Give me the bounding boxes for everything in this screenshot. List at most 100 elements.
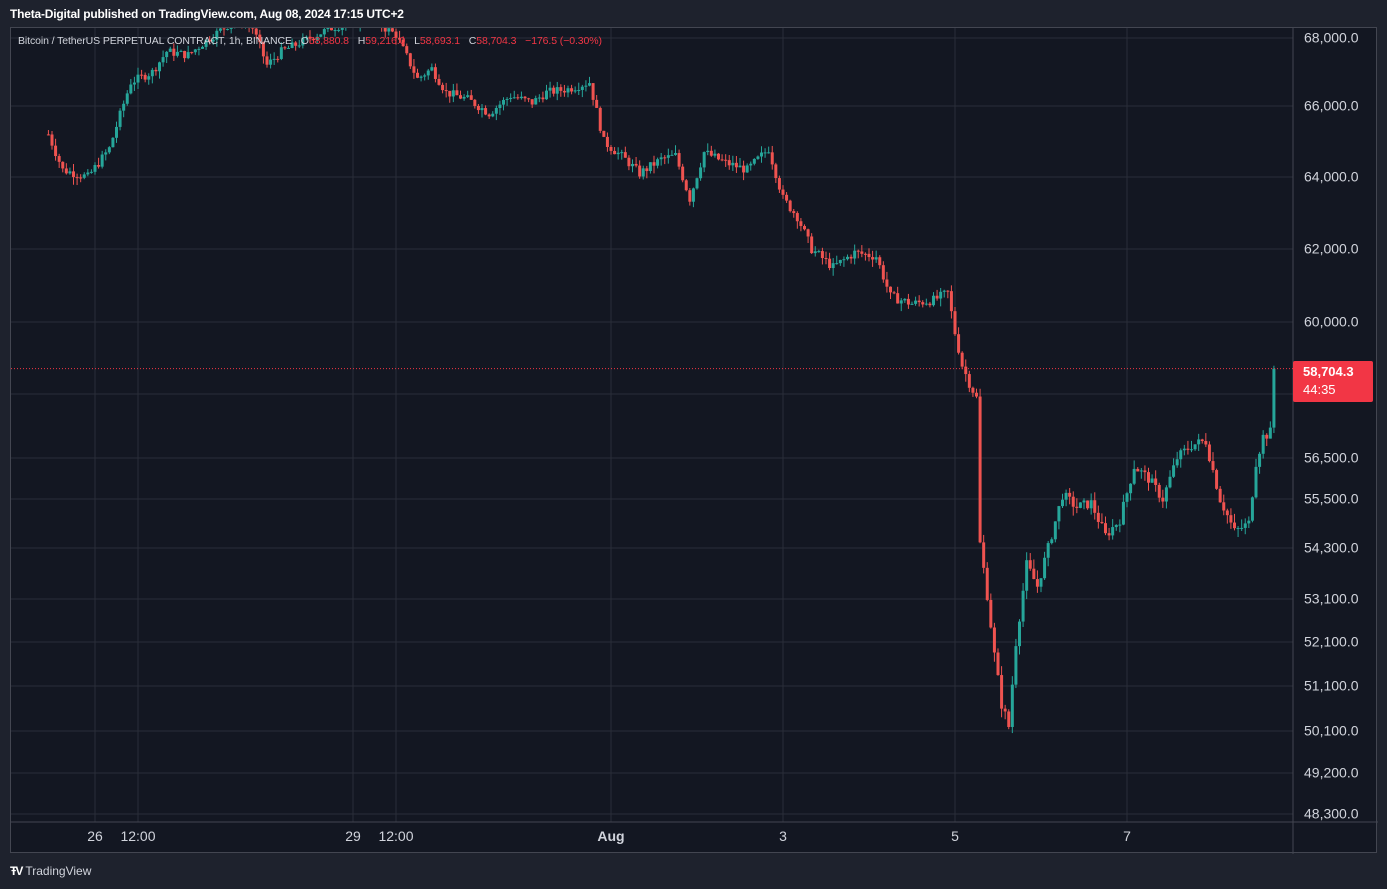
- candle-body: [480, 108, 484, 111]
- candle-body: [491, 113, 495, 117]
- candle-body: [742, 165, 746, 173]
- bar-countdown: 44:35: [1303, 382, 1336, 397]
- candle-body: [272, 58, 276, 60]
- candle-body: [835, 263, 839, 265]
- candle-body: [1021, 590, 1025, 622]
- candle-body: [749, 163, 753, 166]
- candle-body: [1139, 470, 1143, 472]
- candle-body: [423, 75, 427, 77]
- candle-body: [545, 90, 548, 100]
- candle-body: [448, 90, 452, 97]
- candle-body: [1125, 493, 1129, 502]
- candle-body: [1254, 466, 1258, 498]
- candle-body: [294, 42, 298, 46]
- candle-body: [1075, 506, 1079, 508]
- candle-body: [1086, 500, 1090, 509]
- candle-body: [258, 34, 262, 43]
- y-tick-label: 48,300.0: [1304, 806, 1359, 822]
- candle-body: [416, 72, 419, 78]
- candle-body: [383, 28, 387, 32]
- candle-body: [953, 311, 957, 335]
- last-price-tag: 58,704.3 44:35: [1293, 361, 1373, 402]
- candle-body: [1071, 496, 1075, 507]
- candle-body: [562, 90, 566, 93]
- candle-body: [208, 39, 212, 42]
- candle-body: [788, 200, 792, 212]
- candle-body: [122, 103, 126, 111]
- y-tick-label: 49,200.0: [1304, 765, 1359, 781]
- candle-body: [1035, 579, 1039, 587]
- candle-body: [1204, 441, 1208, 445]
- candle-body: [1154, 478, 1158, 485]
- candle-body: [652, 162, 656, 166]
- candle-body: [745, 165, 749, 173]
- candle-body: [433, 67, 437, 79]
- x-tick-label: 7: [1123, 828, 1131, 844]
- tradingview-brand[interactable]: ŦV TradingView: [10, 864, 91, 878]
- candle-body: [1250, 497, 1254, 521]
- candle-body: [756, 156, 760, 159]
- candle-body: [566, 88, 570, 93]
- legend-open-value: 58,880.8: [308, 35, 349, 47]
- candle-body: [942, 290, 946, 292]
- candle-body: [261, 42, 265, 57]
- candle-body: [1000, 675, 1004, 709]
- candle-body: [476, 105, 480, 111]
- candle-body: [659, 157, 663, 160]
- candle-body: [889, 286, 892, 293]
- candle-body: [914, 300, 918, 304]
- candle-body: [613, 150, 617, 155]
- candle-body: [1032, 568, 1036, 580]
- candle-body: [645, 168, 649, 172]
- candle-body: [691, 188, 695, 202]
- candle-body: [1107, 533, 1111, 536]
- candle-body: [688, 190, 692, 202]
- legend-open-label: O: [300, 35, 309, 47]
- candle-body: [1261, 434, 1265, 454]
- candle-body: [878, 257, 882, 266]
- candle-body: [57, 156, 61, 162]
- candle-body: [713, 153, 717, 156]
- legend-symbol[interactable]: Bitcoin / TetherUS PERPETUAL CONTRACT, 1…: [18, 35, 292, 47]
- candle-body: [627, 157, 631, 167]
- candle-body: [287, 47, 290, 49]
- candle-body: [674, 153, 677, 155]
- candle-body: [509, 97, 513, 99]
- footer-bar: ŦV TradingView: [0, 853, 1387, 889]
- candle-body: [1186, 448, 1190, 450]
- candle-body: [79, 177, 83, 179]
- candle-body: [989, 599, 993, 628]
- candle-body: [838, 259, 842, 264]
- candle-body: [584, 85, 588, 87]
- candle-body: [731, 162, 735, 166]
- candle-body: [799, 221, 803, 227]
- candle-body: [1028, 560, 1032, 569]
- candle-body: [215, 30, 219, 40]
- x-tick-label: Aug: [597, 828, 624, 844]
- chart-pane[interactable]: 68,000.0 66,000.0 64,000.0 62,000.0 60,000.0…: [10, 27, 1378, 854]
- candle-body: [548, 87, 552, 91]
- candle-body: [412, 66, 416, 73]
- candle-body: [537, 97, 541, 99]
- candle-body: [158, 62, 161, 72]
- candle-body: [283, 47, 287, 49]
- candle-body: [473, 99, 477, 106]
- candle-body: [82, 174, 86, 178]
- brand-name: TradingView: [25, 864, 92, 878]
- candle-body: [186, 52, 190, 59]
- candle-body: [684, 180, 688, 191]
- candle-body: [104, 152, 108, 155]
- y-tick-label: 53,100.0: [1304, 591, 1359, 607]
- candle-body: [881, 265, 885, 280]
- candlestick-chart[interactable]: 68,000.0 66,000.0 64,000.0 62,000.0 60,000.0…: [11, 28, 1378, 854]
- legend-high-value: 59,216.0: [365, 35, 406, 47]
- candle-body: [623, 152, 627, 158]
- candle-body: [781, 189, 785, 195]
- candle-body: [530, 99, 534, 105]
- candle-body: [681, 166, 685, 181]
- candle-body: [269, 59, 273, 65]
- candle-body: [896, 293, 900, 304]
- candle-body: [315, 36, 319, 40]
- candle-body: [312, 38, 316, 40]
- candle-body: [387, 28, 391, 32]
